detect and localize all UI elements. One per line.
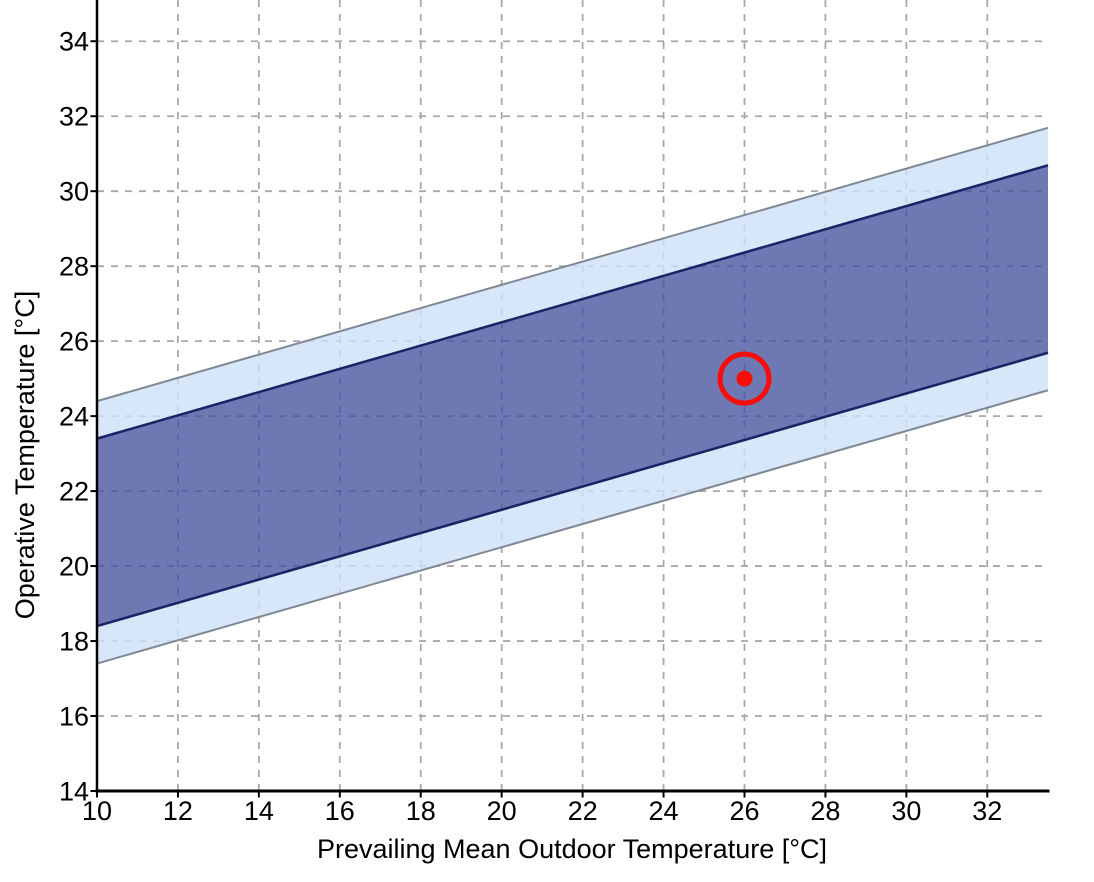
band-edge-lower bbox=[96, 389, 1049, 665]
comfort-bands bbox=[96, 126, 1049, 665]
y-tick-label: 34 bbox=[59, 27, 89, 57]
y-tick-label: 14 bbox=[59, 777, 89, 807]
band-80pct-lower-strip bbox=[97, 352, 1048, 664]
selected-point-dot bbox=[736, 370, 753, 387]
y-tick-label: 32 bbox=[59, 102, 89, 132]
band-edge-upper bbox=[96, 164, 1049, 440]
x-tick-label: 14 bbox=[244, 796, 274, 826]
y-tick-label: 30 bbox=[59, 177, 89, 207]
x-tick-label: 16 bbox=[325, 796, 355, 826]
band-edge-upper bbox=[96, 126, 1049, 403]
x-axis-label: Prevailing Mean Outdoor Temperature [°C] bbox=[317, 834, 827, 864]
x-tick-label: 24 bbox=[649, 796, 679, 826]
y-tick-label: 22 bbox=[59, 477, 89, 507]
x-tick-label: 28 bbox=[810, 796, 840, 826]
y-tick-label: 26 bbox=[59, 327, 89, 357]
y-tick-label: 20 bbox=[59, 552, 89, 582]
y-tick-label: 16 bbox=[59, 702, 89, 732]
x-tick-label: 20 bbox=[487, 796, 517, 826]
x-tick-label: 26 bbox=[729, 796, 759, 826]
selected-point-ring bbox=[717, 351, 772, 406]
band-edge-lower bbox=[96, 351, 1049, 628]
x-tick-label: 18 bbox=[406, 796, 436, 826]
data-point-layer bbox=[717, 351, 772, 406]
band-90pct-core bbox=[97, 165, 1048, 627]
x-tick-label: 12 bbox=[163, 796, 193, 826]
y-tick-label: 28 bbox=[59, 252, 89, 282]
x-tick-label: 30 bbox=[891, 796, 921, 826]
tick-labels: 10 12 14 16 18 20 22 24 26 28 30 32 14 16 18 20 22 24 26 28… bbox=[59, 27, 1002, 826]
x-tick-label: 22 bbox=[568, 796, 598, 826]
axes bbox=[90, 0, 1050, 798]
y-axis-label: Operative Temperature [°C] bbox=[10, 291, 40, 619]
band-80pct-upper-strip bbox=[97, 127, 1048, 439]
x-tick-label: 32 bbox=[972, 796, 1002, 826]
x-tick-label: 10 bbox=[82, 796, 112, 826]
y-tick-label: 24 bbox=[59, 402, 89, 432]
y-tick-label: 18 bbox=[59, 627, 89, 657]
